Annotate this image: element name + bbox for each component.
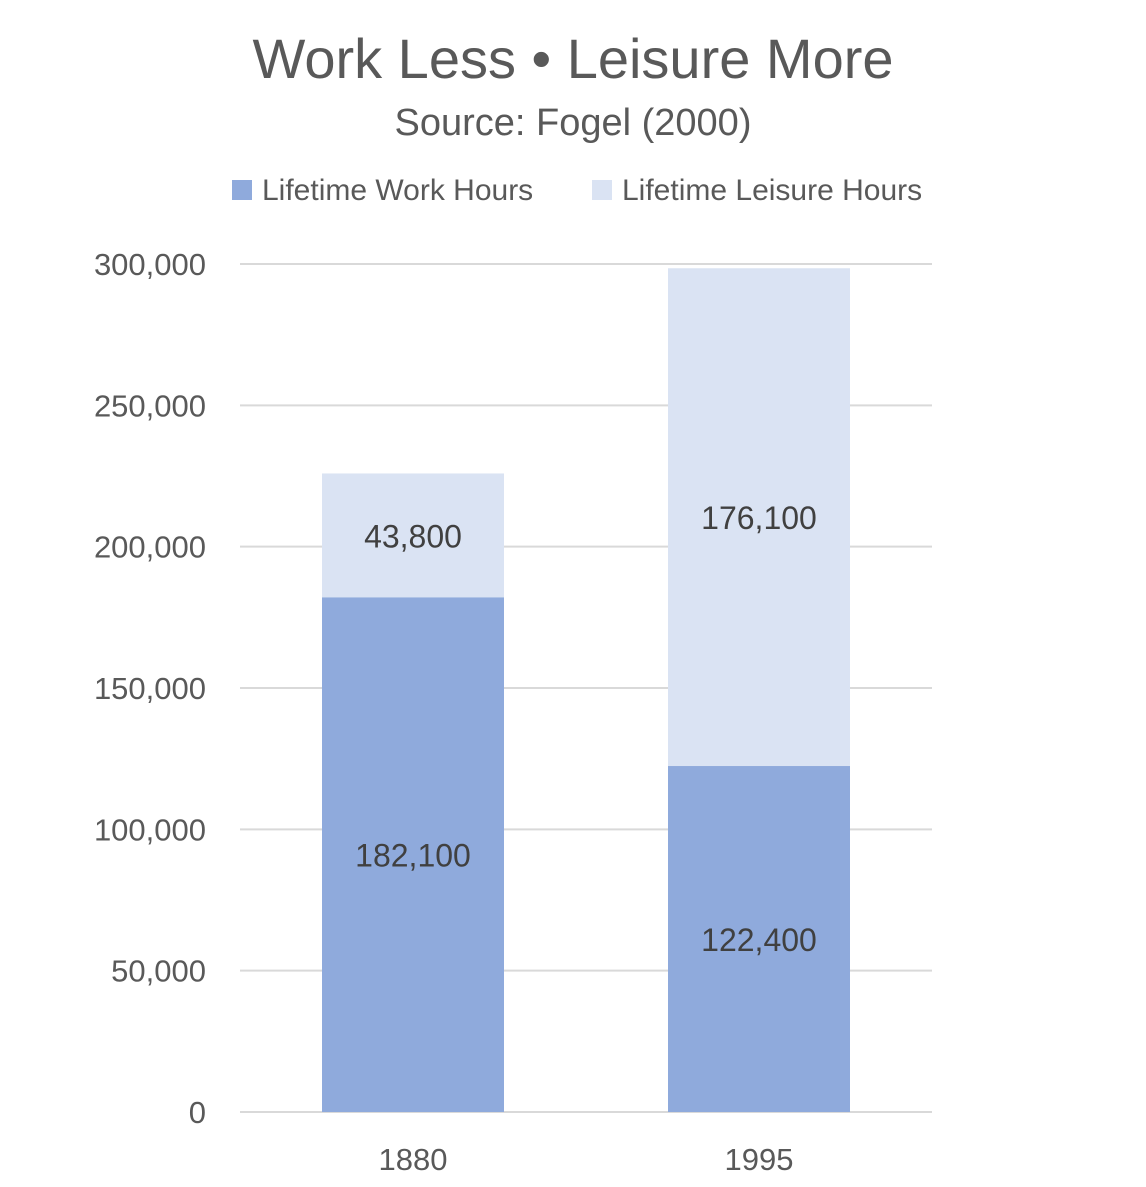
y-tick-label-0: 0 bbox=[189, 1095, 206, 1130]
bar-1995-leisure bbox=[668, 268, 850, 767]
y-tick-label-200000: 200,000 bbox=[94, 530, 206, 565]
y-tick-label-250000: 250,000 bbox=[94, 388, 206, 423]
x-tick-label-1880: 1880 bbox=[379, 1142, 448, 1177]
legend: Lifetime Work Hours Lifetime Leisure Hou… bbox=[232, 174, 922, 207]
bar-1880-work bbox=[322, 597, 504, 1112]
y-tick-label-100000: 100,000 bbox=[94, 812, 206, 847]
data-labels: 182,100 43,800 122,400 176,100 bbox=[355, 500, 817, 958]
legend-swatch-work bbox=[232, 180, 252, 200]
bars bbox=[322, 268, 850, 1112]
data-label-1880-leisure: 43,800 bbox=[364, 518, 462, 554]
x-tick-label-1995: 1995 bbox=[725, 1142, 794, 1177]
bar-1995-work bbox=[668, 766, 850, 1112]
data-label-1880-work: 182,100 bbox=[355, 838, 471, 874]
data-label-1995-work: 122,400 bbox=[701, 922, 817, 958]
bar-1880-leisure bbox=[322, 473, 504, 598]
y-tick-label-150000: 150,000 bbox=[94, 671, 206, 706]
legend-swatch-leisure bbox=[592, 180, 612, 200]
y-tick-label-300000: 300,000 bbox=[94, 247, 206, 282]
x-axis-tick-labels: 1880 1995 bbox=[379, 1142, 794, 1177]
chart-title: Work Less • Leisure More bbox=[252, 27, 893, 90]
y-tick-label-50000: 50,000 bbox=[111, 954, 206, 989]
legend-label-work: Lifetime Work Hours bbox=[262, 174, 533, 207]
chart-subtitle: Source: Fogel (2000) bbox=[395, 102, 752, 144]
y-axis-tick-labels: 0 50,000 100,000 150,000 200,000 250,000 300,0… bbox=[94, 247, 206, 1130]
data-label-1995-leisure: 176,100 bbox=[701, 500, 817, 536]
legend-label-leisure: Lifetime Leisure Hours bbox=[622, 174, 922, 207]
